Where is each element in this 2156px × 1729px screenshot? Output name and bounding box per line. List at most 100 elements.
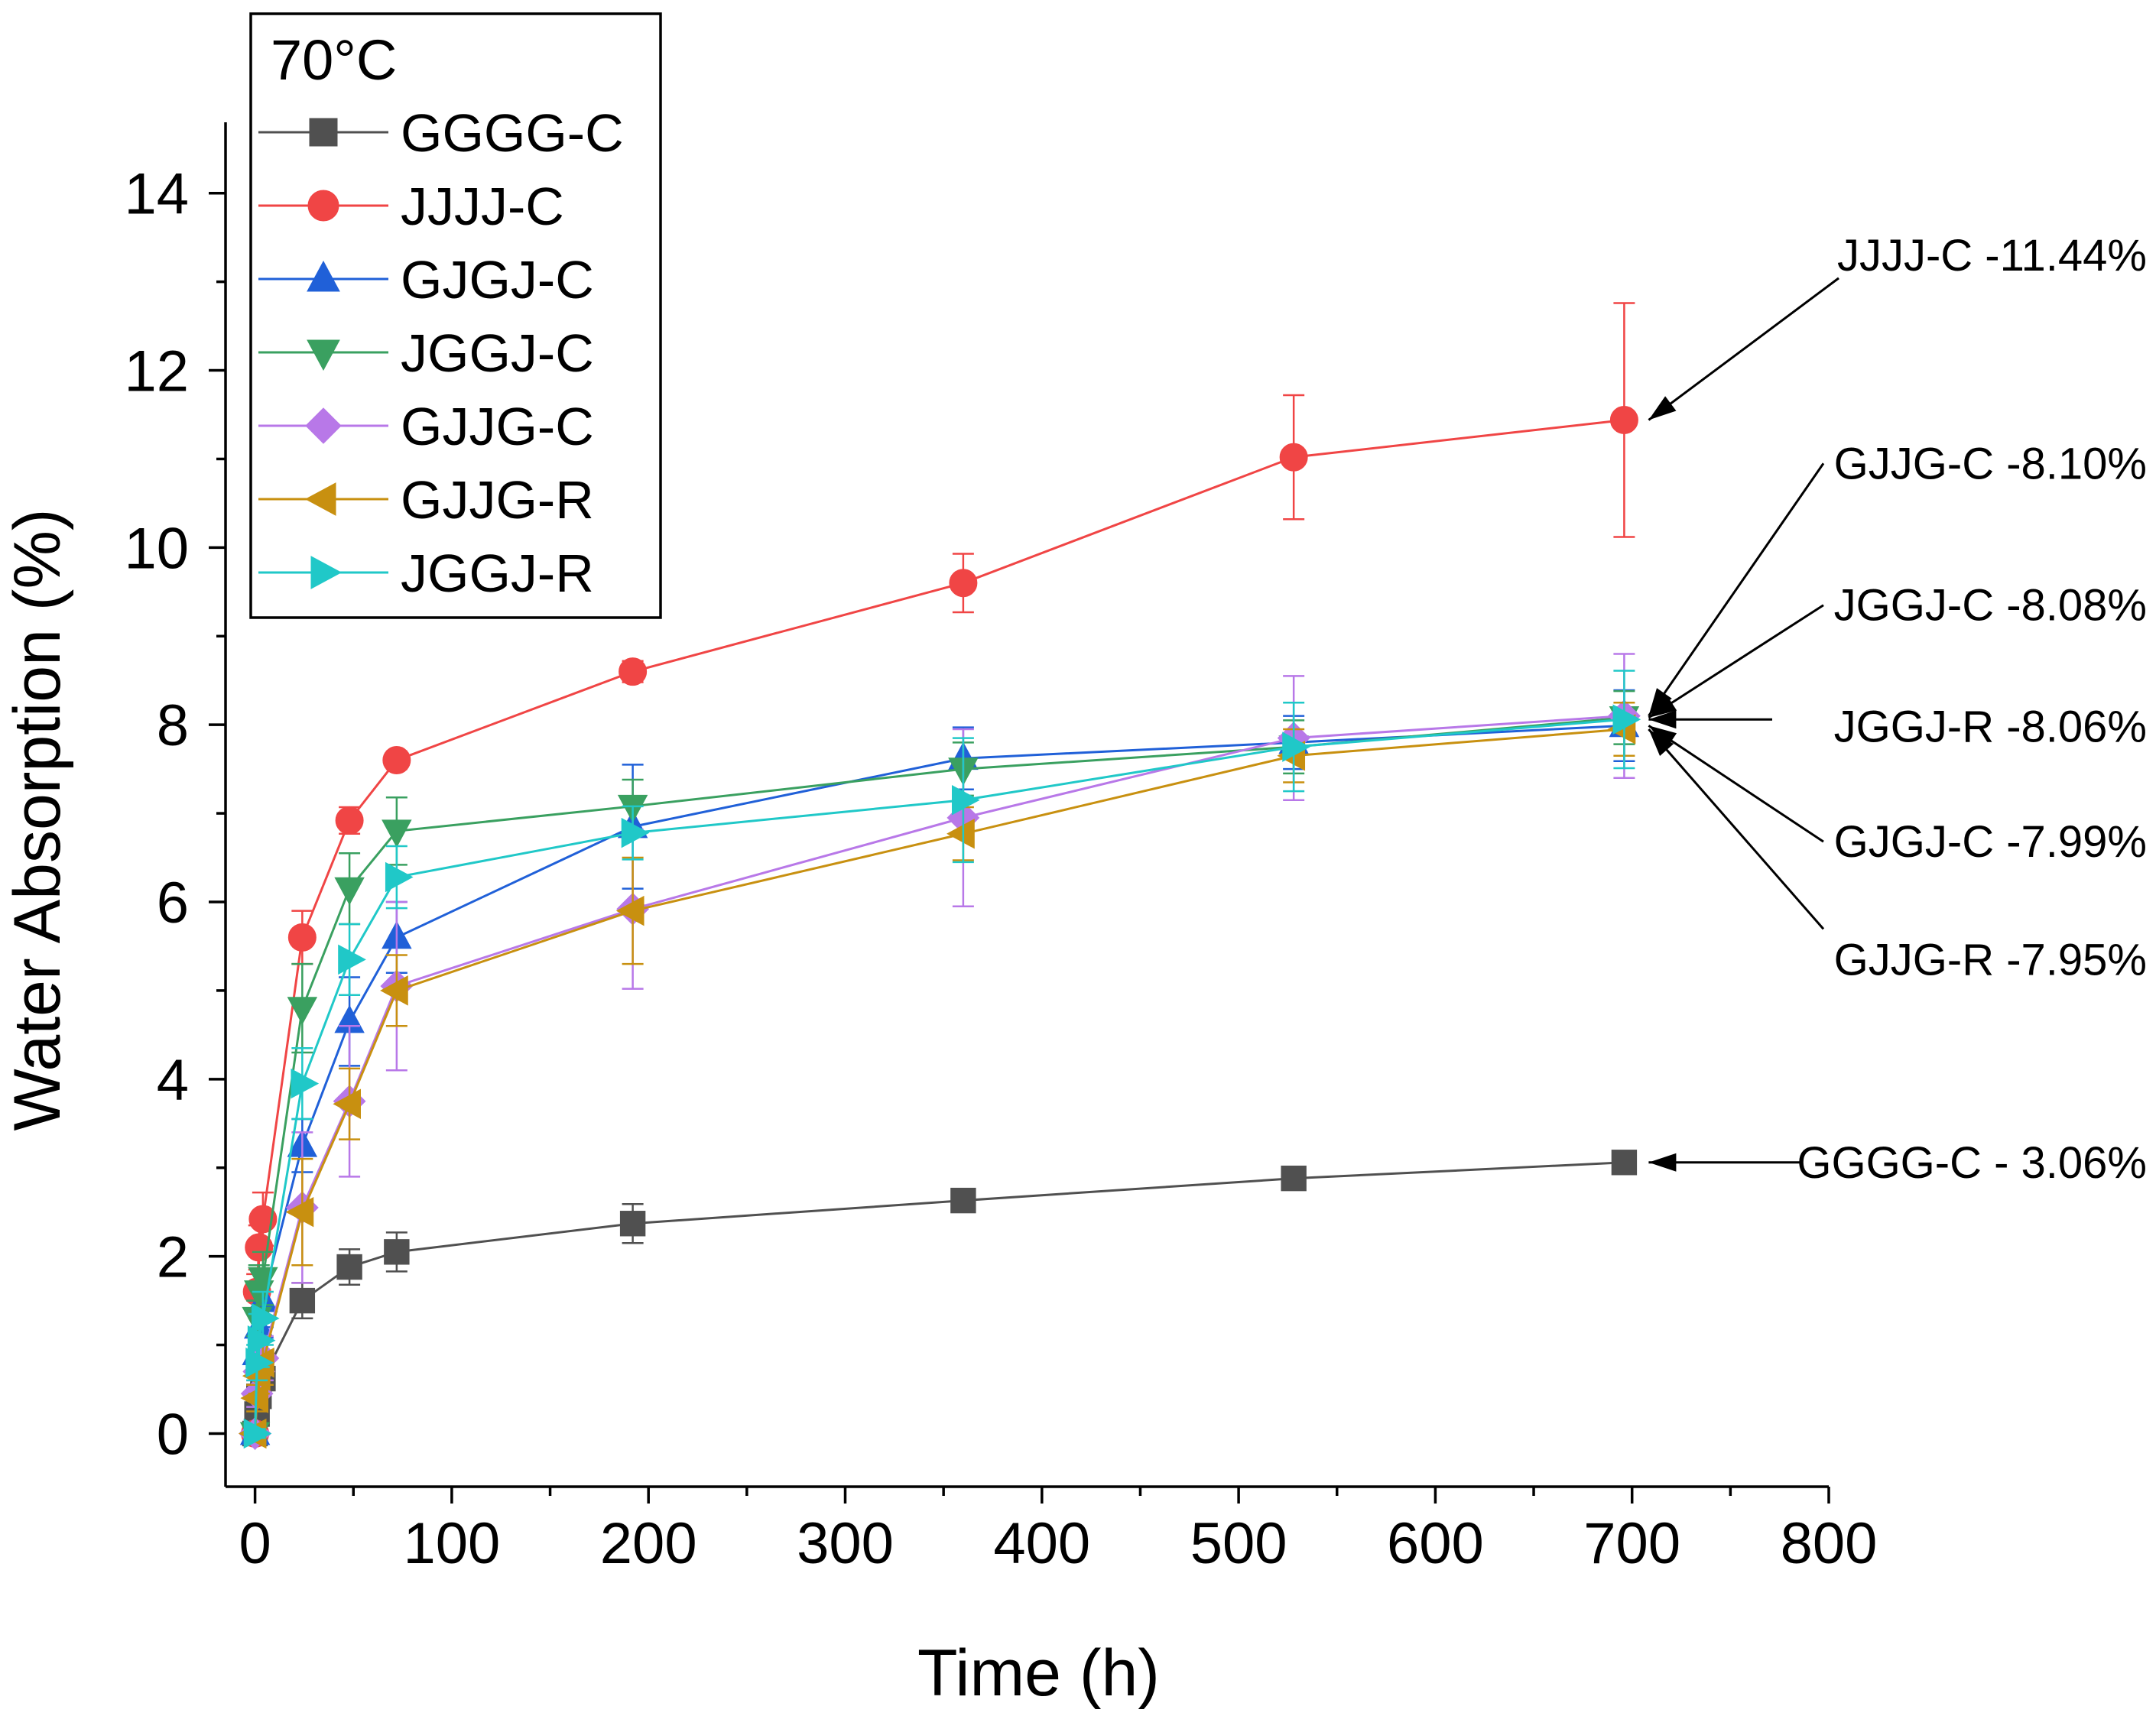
data-point xyxy=(950,1187,976,1214)
data-point xyxy=(1609,405,1638,434)
annotation-arrow xyxy=(1648,604,1824,719)
y-tick-label: 4 xyxy=(157,1048,189,1113)
legend-label: GJJG-C xyxy=(401,397,594,456)
series-line xyxy=(254,718,1625,1434)
series-GJJG-C xyxy=(239,653,1641,1450)
series-GJJG-R xyxy=(238,701,1636,1449)
annotation-arrow xyxy=(1648,462,1825,717)
annotation-label: JJJJ-C -11.44% xyxy=(1837,231,2147,281)
annotation-label: GJGJ-C -7.99% xyxy=(1834,817,2147,867)
legend-item-JGGJ-C: JGGJ-C xyxy=(258,323,594,383)
legend-item-JGGJ-R: JGGJ-R xyxy=(258,543,594,603)
annotation-GJJG-R: GJJG-R -7.95% xyxy=(1648,728,2147,985)
legend-marker xyxy=(307,190,339,222)
y-tick-label: 10 xyxy=(124,516,189,581)
annotation-arrowhead xyxy=(1648,688,1672,716)
data-point xyxy=(382,819,412,848)
y-tick-label: 12 xyxy=(124,339,189,404)
y-axis-title: Water Absorption (%) xyxy=(1,508,74,1130)
data-point xyxy=(619,1211,646,1237)
legend-marker xyxy=(307,260,340,292)
legend-items: GGGG-C JJJJ-C GJGJ-C JGGJ-C GJJG-C GJJG-R JGGJ… xyxy=(258,103,624,603)
x-axis-title: Time (h) xyxy=(917,1637,1160,1710)
annotation-label: GJJG-C -8.10% xyxy=(1834,439,2147,488)
annotation-GJGJ-C: GJGJ-C -7.99% xyxy=(1648,725,2147,867)
data-point xyxy=(333,1088,361,1120)
data-point xyxy=(615,895,645,926)
x-tick-label: 800 xyxy=(1781,1511,1878,1576)
annotation-arrow xyxy=(1648,725,1824,843)
data-point xyxy=(289,1287,316,1314)
data-point xyxy=(247,1325,276,1356)
legend-item-GJJG-R: GJJG-R xyxy=(258,470,594,530)
y-tick-label: 6 xyxy=(157,871,189,936)
data-point xyxy=(335,806,364,835)
legend-box xyxy=(249,12,662,619)
annotation-GJJG-C: GJJG-C -8.10% xyxy=(1648,439,2147,717)
annotation-JGGJ-C: JGGJ-C -8.08% xyxy=(1648,581,2147,719)
annotation-arrow xyxy=(1648,728,1825,930)
data-point xyxy=(334,877,365,906)
legend-item-GJGJ-C: GJGJ-C xyxy=(258,250,594,310)
annotation-label: GGGG-C - 3.06% xyxy=(1797,1138,2147,1188)
data-point xyxy=(240,1383,269,1413)
annotation-arrow xyxy=(1648,277,1839,421)
data-point xyxy=(949,569,978,598)
data-point xyxy=(1612,704,1641,735)
data-point xyxy=(285,1196,314,1228)
annotations: JJJJ-C -11.44% GJJG-C -8.10% JGGJ-C -8.08%… xyxy=(1648,231,2147,1188)
legend-marker xyxy=(305,407,342,444)
annotation-arrowhead xyxy=(1648,728,1674,756)
data-point xyxy=(245,1347,274,1378)
annotation-arrowhead xyxy=(1648,1153,1677,1172)
data-point xyxy=(1279,443,1308,472)
legend-label: JJJJ-C xyxy=(401,177,564,236)
data-point xyxy=(251,1303,280,1334)
data-point xyxy=(291,1068,320,1099)
annotation-arrowhead xyxy=(1648,710,1677,729)
data-point xyxy=(621,817,650,848)
x-tick-label: 400 xyxy=(993,1511,1090,1576)
legend-marker xyxy=(307,339,340,371)
data-point xyxy=(1282,732,1310,762)
legend-marker xyxy=(304,482,336,516)
axes: 0 100 200 300 400 500 600 700 800 0 2 4 6 8 10 12 14 xyxy=(124,122,1877,1576)
x-tick-label: 700 xyxy=(1583,1511,1680,1576)
series-layer xyxy=(238,302,1641,1451)
data-point xyxy=(382,746,411,775)
x-tick-label: 500 xyxy=(1190,1511,1287,1576)
data-point xyxy=(243,1418,272,1449)
x-tick-label: 600 xyxy=(1387,1511,1484,1576)
legend-label: GJGJ-C xyxy=(401,250,594,310)
legend-item-GJJG-C: GJJG-C xyxy=(258,397,594,456)
series-GGGG-C xyxy=(242,1150,1638,1447)
data-point xyxy=(336,1254,362,1280)
data-point xyxy=(619,657,648,686)
y-tick-label: 2 xyxy=(157,1225,189,1290)
data-point xyxy=(385,861,414,893)
legend-label: JGGJ-R xyxy=(401,543,594,603)
data-point xyxy=(380,975,408,1006)
series-line xyxy=(254,724,1625,1434)
y-tick-label: 0 xyxy=(157,1402,189,1467)
x-tick-label: 100 xyxy=(403,1511,500,1576)
legend-label: GGGG-C xyxy=(401,103,624,163)
series-line xyxy=(254,1161,1625,1434)
annotation-JGGJ-R: JGGJ-R -8.06% xyxy=(1648,702,2147,752)
series-JGGJ-R xyxy=(243,670,1641,1449)
x-tick-label: 200 xyxy=(600,1511,697,1576)
series-line xyxy=(254,728,1625,1434)
annotation-label: GJJG-R -7.95% xyxy=(1834,935,2147,985)
data-point xyxy=(1611,1150,1638,1176)
legend-marker xyxy=(310,556,343,589)
data-point xyxy=(287,997,318,1025)
legend-item-GGGG-C: GGGG-C xyxy=(258,103,624,163)
legend-label: JGGJ-C xyxy=(401,323,594,383)
data-point xyxy=(384,1239,410,1265)
y-tick-label: 8 xyxy=(157,693,189,758)
annotation-label: JGGJ-R -8.06% xyxy=(1834,702,2147,752)
legend: 70°C GGGG-C JJJJ-C GJGJ-C JGGJ-C GJJG-C GJJG-… xyxy=(249,12,662,619)
legend-marker xyxy=(309,118,338,147)
data-point xyxy=(946,819,975,849)
